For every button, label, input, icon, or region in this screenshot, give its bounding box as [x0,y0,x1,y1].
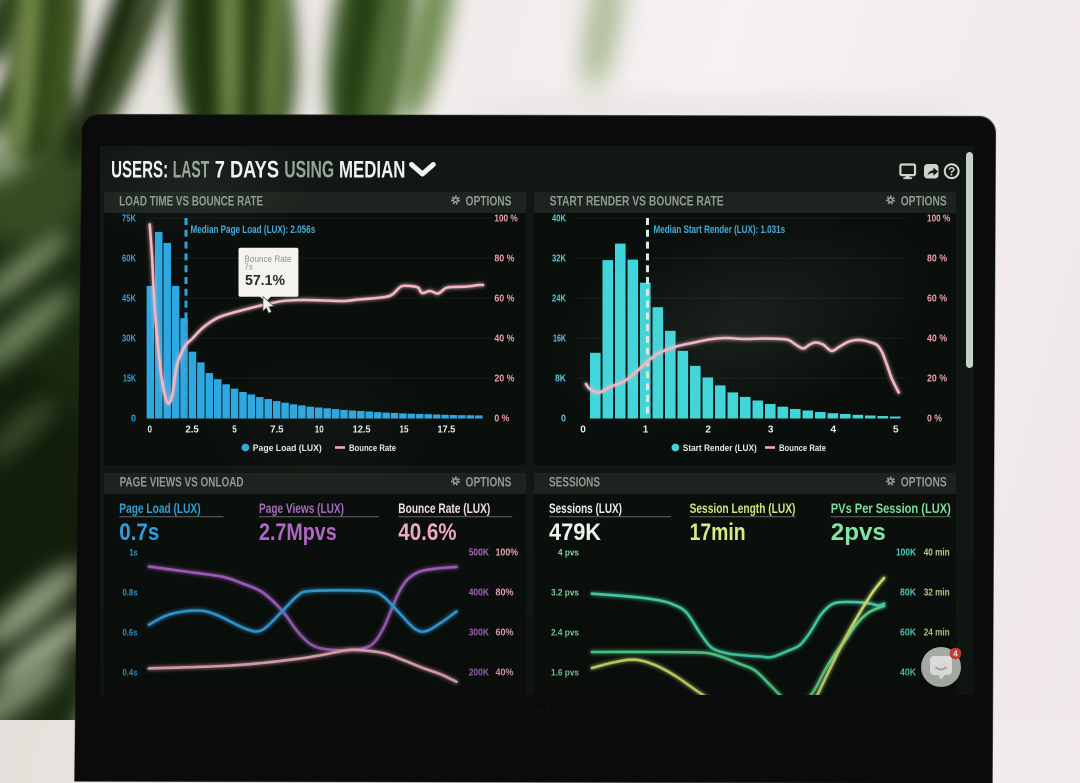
svg-text:60 %: 60 % [494,294,514,305]
svg-text:?: ? [948,165,955,179]
svg-text:5: 5 [893,425,899,436]
svg-text:15K: 15K [123,374,136,385]
svg-text:Median Start Render (LUX): 1.0: Median Start Render (LUX): 1.031s [654,224,786,236]
svg-text:1: 1 [643,425,649,436]
svg-text:Session Length (LUX): Session Length (LUX) [690,500,796,516]
svg-text:3: 3 [768,425,774,436]
svg-text:2.5: 2.5 [185,425,199,436]
svg-text:8K: 8K [555,374,566,385]
svg-text:100K: 100K [896,548,917,559]
svg-text:0: 0 [580,425,586,436]
svg-text:4: 4 [830,425,836,436]
svg-text:PVs Per Session (LUX): PVs Per Session (LUX) [831,500,951,516]
svg-text:PAGE VIEWS VS ONLOAD: PAGE VIEWS VS ONLOAD [120,474,244,490]
svg-text:479K: 479K [549,519,602,546]
svg-text:7s: 7s [244,263,252,272]
svg-text:80 %: 80 % [494,254,514,265]
svg-text:1.6 pvs: 1.6 pvs [551,668,579,679]
svg-text:40 min: 40 min [924,548,950,559]
svg-text:Median Page Load (LUX): 2.056s: Median Page Load (LUX): 2.056s [191,224,316,236]
svg-text:Start Render (LUX): Start Render (LUX) [683,443,757,454]
svg-text:0: 0 [131,414,137,425]
svg-text:40 %: 40 % [494,334,514,345]
svg-text:Page Load (LUX): Page Load (LUX) [119,500,200,516]
svg-text:SESSIONS: SESSIONS [549,474,600,490]
svg-text:USING: USING [284,157,334,184]
svg-text:20 %: 20 % [494,374,514,385]
svg-text:60%: 60% [496,628,514,639]
svg-text:80%: 80% [496,588,514,599]
svg-text:Bounce Rate: Bounce Rate [779,443,826,454]
svg-text:10: 10 [315,425,324,436]
svg-text:500K: 500K [469,548,490,559]
svg-text:2.4 pvs: 2.4 pvs [551,628,579,639]
svg-text:80K: 80K [900,588,917,599]
svg-text:40%: 40% [496,668,514,679]
svg-text:OPTIONS: OPTIONS [466,473,512,489]
svg-text:60K: 60K [122,254,136,265]
svg-text:40K: 40K [552,214,566,225]
svg-text:OPTIONS: OPTIONS [901,473,947,489]
svg-text:OPTIONS: OPTIONS [466,192,512,208]
svg-text:0.8s: 0.8s [123,588,138,599]
svg-text:32K: 32K [552,254,566,265]
svg-text:200K: 200K [469,668,490,679]
svg-text:12.5: 12.5 [353,425,371,436]
svg-text:Page Load (LUX): Page Load (LUX) [253,443,322,454]
svg-text:1s: 1s [130,548,138,559]
svg-text:100 %: 100 % [494,214,518,225]
svg-text:30K: 30K [122,334,136,345]
svg-text:0 %: 0 % [927,414,942,425]
svg-text:0.6s: 0.6s [123,628,138,639]
svg-text:7 DAYS: 7 DAYS [215,157,279,184]
svg-text:100%: 100% [496,548,519,559]
svg-text:40 %: 40 % [927,334,947,345]
svg-text:Bounce Rate (LUX): Bounce Rate (LUX) [398,500,490,516]
svg-text:300K: 300K [469,628,490,639]
svg-text:0.7s: 0.7s [119,519,159,546]
svg-text:START RENDER VS BOUNCE RATE: START RENDER VS BOUNCE RATE [550,192,724,208]
svg-text:0 %: 0 % [494,414,509,425]
svg-text:400K: 400K [469,588,490,599]
svg-text:75K: 75K [122,214,136,225]
svg-text:LAST: LAST [173,157,210,184]
svg-text:2: 2 [705,425,711,436]
svg-text:32 min: 32 min [924,588,950,599]
svg-text:Sessions (LUX): Sessions (LUX) [549,500,622,516]
svg-text:24K: 24K [552,294,566,305]
svg-text:3.2 pvs: 3.2 pvs [551,588,579,599]
svg-text:0: 0 [147,425,152,436]
svg-text:17min: 17min [690,519,746,546]
svg-text:57.1%: 57.1% [245,273,285,289]
svg-text:24 min: 24 min [924,628,950,639]
svg-text:15: 15 [399,425,408,436]
svg-text:Bounce Rate: Bounce Rate [245,254,292,265]
svg-text:OPTIONS: OPTIONS [901,192,947,208]
svg-text:16K: 16K [553,334,566,345]
svg-text:17.5: 17.5 [437,425,455,436]
svg-text:40.6%: 40.6% [398,519,456,546]
svg-text:MEDIAN: MEDIAN [339,157,405,184]
svg-text:100 %: 100 % [927,214,951,225]
svg-text:4 pvs: 4 pvs [558,548,579,559]
svg-text:LOAD TIME VS BOUNCE RATE: LOAD TIME VS BOUNCE RATE [119,192,263,208]
svg-text:Bounce Rate: Bounce Rate [349,443,396,454]
svg-text:USERS:: USERS: [111,157,168,184]
svg-text:Page Views (LUX): Page Views (LUX) [259,500,344,516]
svg-text:45K: 45K [122,294,136,305]
svg-text:4: 4 [953,649,958,659]
svg-text:0: 0 [561,414,567,425]
svg-text:40K: 40K [900,668,917,679]
svg-text:0.4s: 0.4s [123,668,138,679]
svg-text:60 %: 60 % [927,294,947,305]
svg-text:60K: 60K [900,628,917,639]
svg-text:7.5: 7.5 [270,425,284,436]
svg-text:20 %: 20 % [927,374,947,385]
svg-text:2pvs: 2pvs [831,519,886,546]
svg-text:2.7Mpvs: 2.7Mpvs [259,519,337,546]
svg-text:80 %: 80 % [927,254,947,265]
svg-text:5: 5 [232,425,237,436]
